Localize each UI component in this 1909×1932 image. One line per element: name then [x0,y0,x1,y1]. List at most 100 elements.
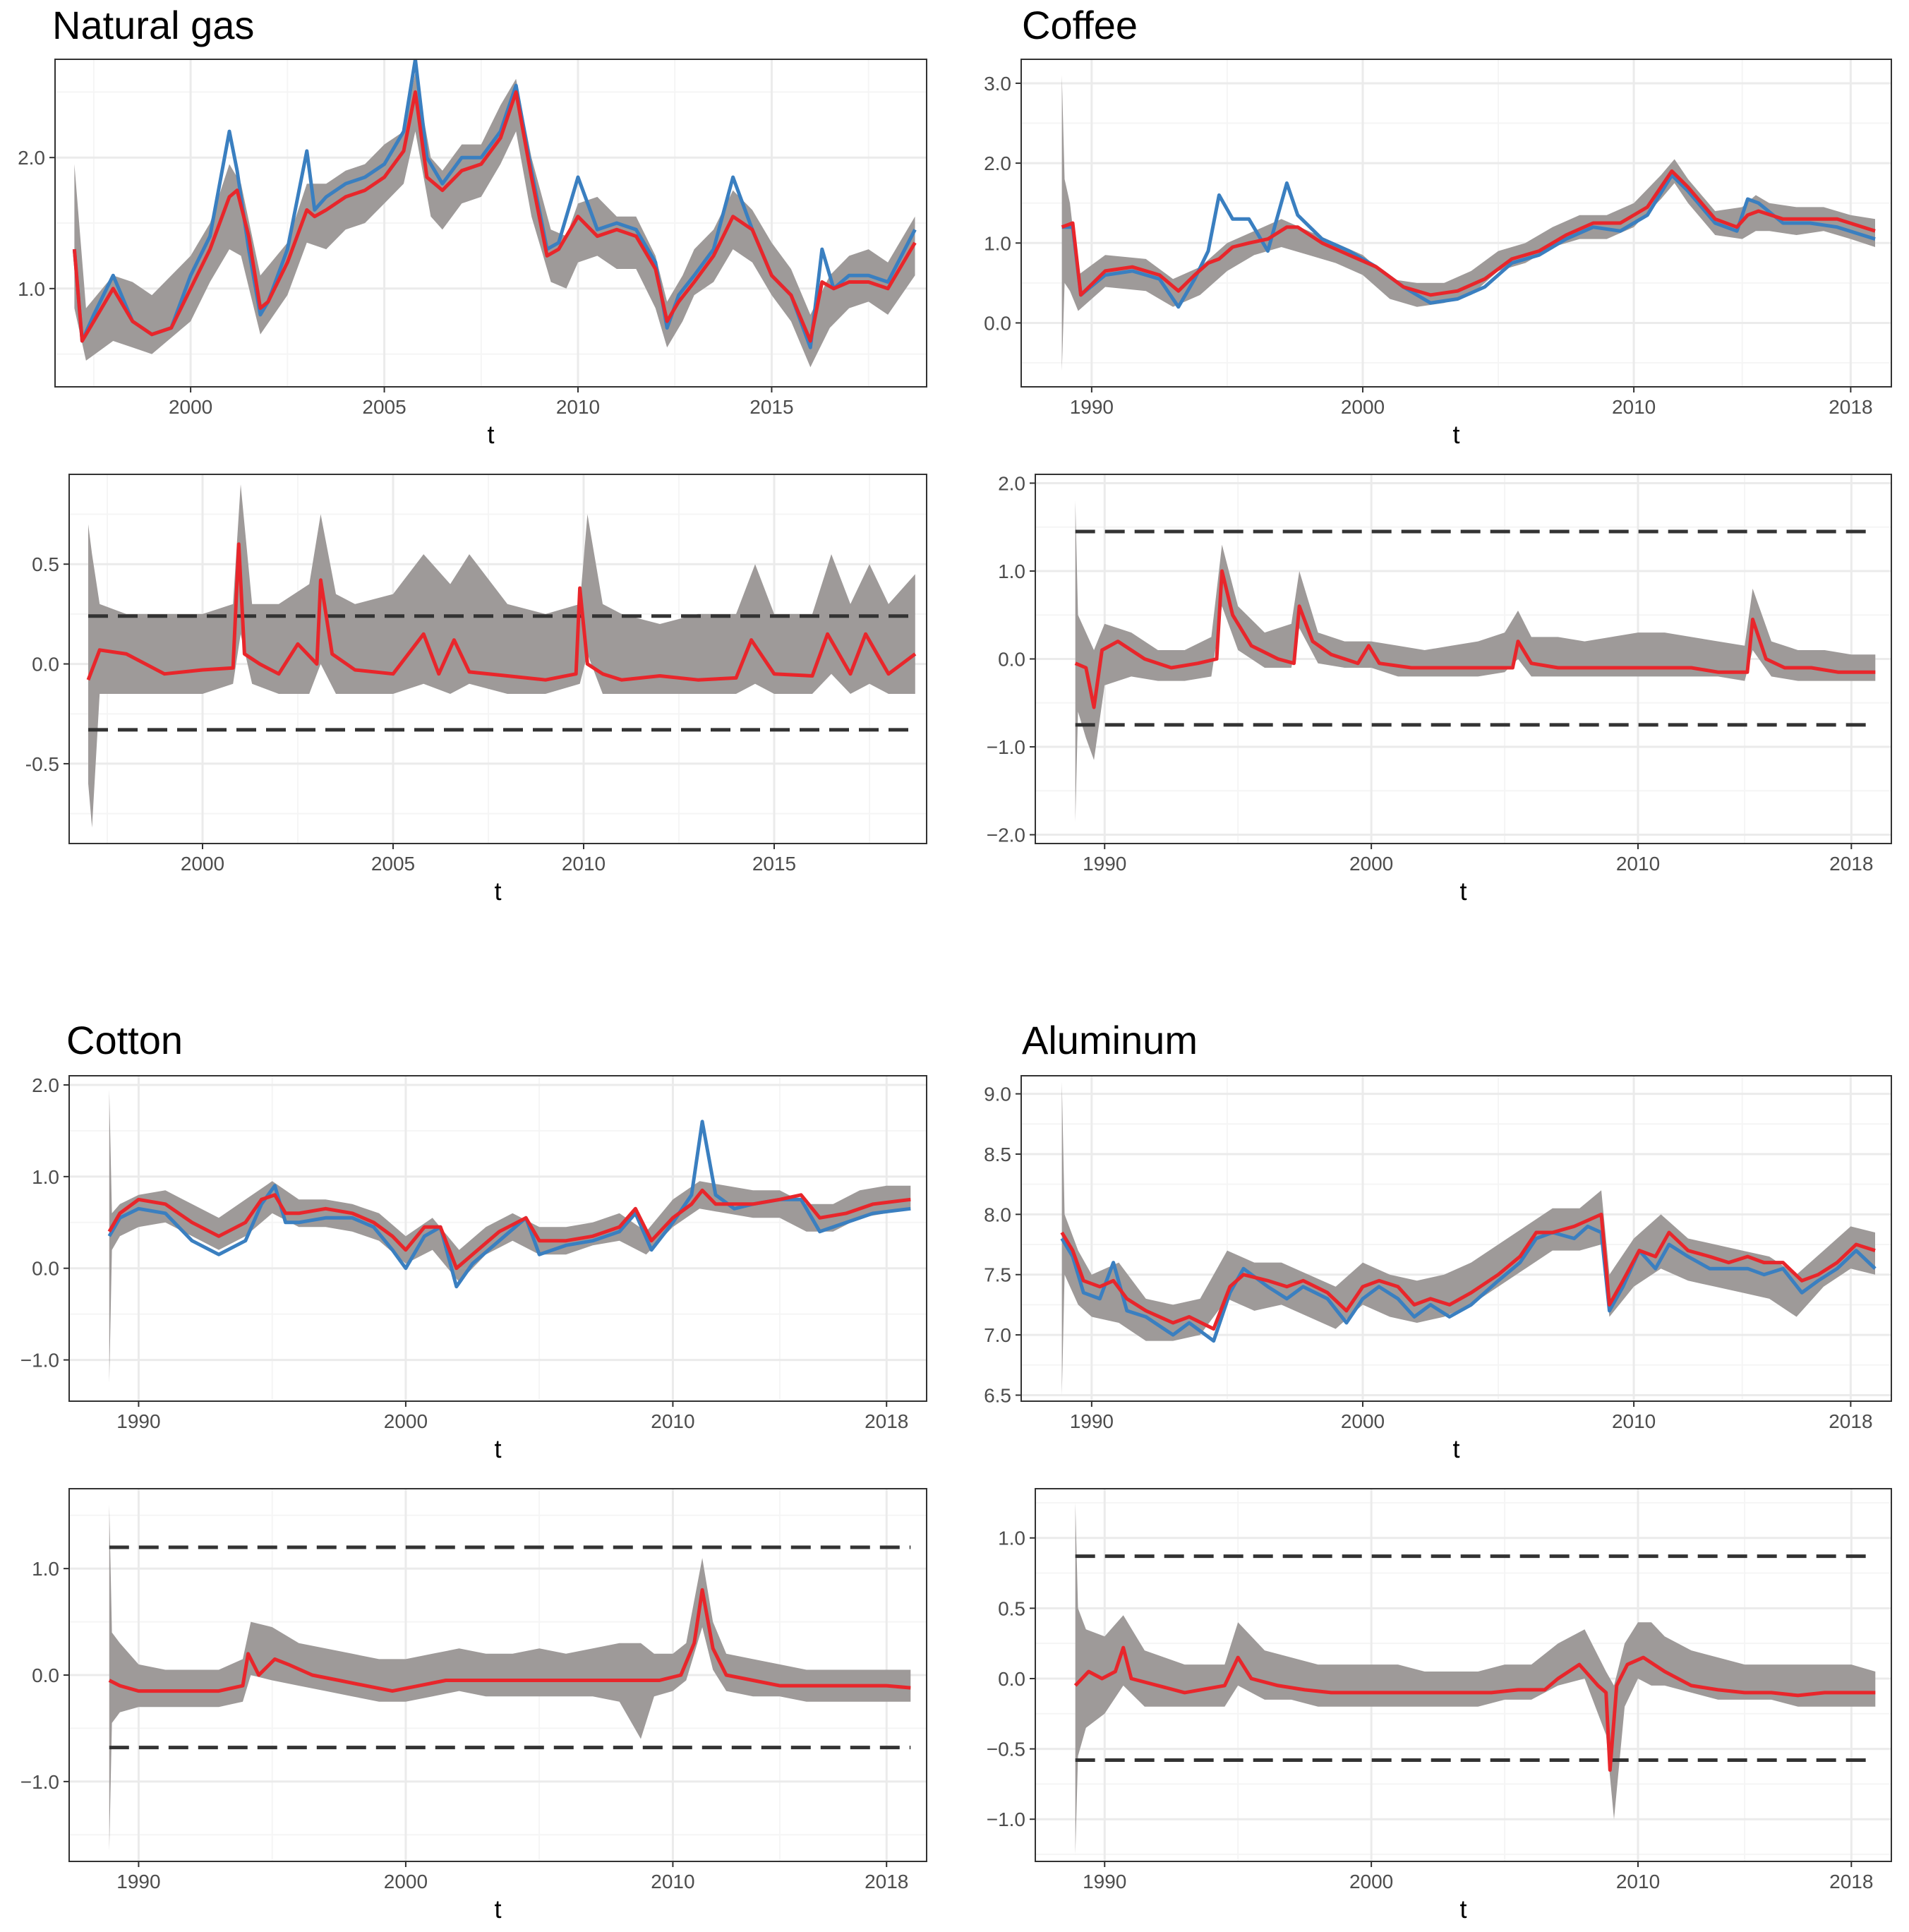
plot-level: 2000 2005 2010 2015 1.0 2.0 t [18,59,927,449]
x-tick-label: 2010 [1612,1410,1656,1432]
y-tick-label: 2.0 [32,1074,59,1096]
panel-title-coffee: Coffee [1022,3,1138,47]
x-axis-label: t [494,1434,501,1463]
panel-natural-gas: Natural gas 2000 2005 2010 2015 1.0 2.0 t 2000 2… [18,3,927,906]
y-tick-label: 0.0 [984,312,1011,334]
plot-content [1060,1081,1877,1396]
panel-cotton: Cotton 1990 2000 2010 2018−1.00.01.02.0t199… [20,1018,927,1924]
y-tick-label: −1.0 [20,1771,59,1793]
y-tick-label: 0.5 [32,553,59,575]
confidence-band [1061,75,1875,371]
x-tick-label: 1990 [1070,396,1114,418]
plot-content [1061,75,1876,371]
plot-level: 1990 2000 2010 2018 0.0 1.0 2.0 3.0 t [984,59,1892,449]
y-tick-label: 1.0 [998,560,1025,582]
x-axis-label: t [494,877,501,906]
plot-background [1021,1076,1891,1401]
panel-coffee: Coffee 1990 2000 2010 20180.01.02.03.0t1990… [984,3,1892,906]
y-tick-label: −1.0 [20,1350,59,1372]
confidence-band [109,1504,911,1851]
y-tick-label: −1.0 [987,1808,1025,1830]
plot-frame [68,474,927,844]
series-line-fitted [86,542,917,682]
series-line-observed [1061,173,1876,309]
y-tick-label: 9.0 [984,1084,1011,1105]
x-tick-label: 2010 [562,853,606,875]
x-tick-label: 1990 [1083,853,1126,875]
x-tick-label: 2018 [1829,1871,1873,1892]
x-tick-label: 2000 [384,1410,428,1432]
x-tick-label: 2000 [1341,1410,1385,1432]
plot-content [86,484,917,828]
confidence-band [88,484,915,828]
panel-aluminum: Aluminum 1990 2000 2010 2018 6.5 7.0 7.5 8.0 8.5… [984,1018,1892,1924]
plot-frame [68,1075,927,1402]
plot-deviation: 1990 2000 2010 2018 −1.0 −0.5 0.0 0.5 1.0 t [987,1488,1892,1924]
x-tick-label: 2005 [362,396,406,418]
x-axis-label: t [1459,877,1467,906]
y-tick-label: 0.0 [32,1258,59,1280]
x-tick-label: 2018 [865,1871,908,1892]
plot-deviation: 1990 2000 2010 2018 −2.0 −1.0 0.0 1.0 2.0 t [987,472,1892,906]
x-axis-label: t [494,1895,501,1924]
x-tick-label: 2010 [651,1871,694,1892]
y-tick-label: 0.5 [998,1597,1025,1619]
x-tick-label: 2010 [1616,1871,1660,1892]
plot-content [108,1504,911,1851]
panel-title-cotton: Cotton [66,1018,183,1062]
y-tick-label: 2.0 [18,147,45,169]
series-line-observed [1060,1224,1877,1343]
y-tick-label: 2.0 [984,152,1011,174]
y-tick-label: −2.0 [987,824,1025,846]
x-tick-label: 1990 [1083,1871,1126,1892]
x-tick-label: 2010 [556,396,600,418]
plot-deviation: 2000 2005 2010 2015 -0.5 0.0 0.5 t [25,474,927,906]
x-tick-label: 2018 [1829,396,1872,418]
y-tick-label: 0.0 [32,654,59,676]
x-tick-label: 2018 [1829,1410,1872,1432]
confidence-band [109,1089,911,1383]
x-tick-label: 2000 [169,396,212,418]
y-tick-label: 1.0 [32,1558,59,1580]
plot-frame [54,59,927,388]
x-tick-label: 2010 [651,1410,694,1432]
panel-title-aluminum: Aluminum [1022,1018,1198,1062]
confidence-band [74,72,915,368]
plot-level: 1990 2000 2010 2018 −1.0 0.0 1.0 2.0 t [20,1074,927,1463]
y-tick-label: 7.0 [984,1324,1011,1346]
plot-deviation: 1990 2000 2010 2018 −1.0 0.0 1.0 t [20,1488,927,1924]
y-tick-label: −0.5 [987,1739,1025,1760]
x-tick-label: 2018 [1829,853,1873,875]
x-tick-label: 2010 [1612,396,1656,418]
plot-frame [1020,59,1892,388]
series-line-fitted [72,90,917,343]
series-line-observed [107,1120,911,1289]
y-tick-label: 6.5 [984,1384,1011,1406]
y-tick-label: −1.0 [987,736,1025,758]
y-tick-label: 7.5 [984,1264,1011,1286]
y-tick-label: 0.0 [998,1668,1025,1690]
plot-content [107,1089,911,1383]
x-tick-label: 1990 [116,1410,160,1432]
plot-content [72,59,917,368]
series-line-fitted [108,1588,911,1693]
x-tick-label: 2018 [865,1410,908,1432]
x-tick-label: 2000 [1349,1871,1393,1892]
x-tick-label: 2000 [1341,396,1385,418]
y-tick-label: 8.0 [984,1204,1011,1225]
y-tick-label: 0.0 [32,1664,59,1686]
x-axis-label: t [1452,1434,1459,1463]
panel-title-natural-gas: Natural gas [52,3,254,47]
y-tick-label: 8.5 [984,1144,1011,1165]
plot-content [1074,500,1876,822]
y-tick-label: 0.0 [998,649,1025,671]
x-axis-label: t [1459,1895,1467,1924]
series-line-fitted [1073,1645,1876,1772]
x-tick-label: 2015 [752,853,796,875]
plot-frame [1020,1075,1892,1402]
y-tick-label: 1.0 [32,1166,59,1188]
y-tick-label: 1.0 [18,278,45,300]
x-tick-label: 2005 [371,853,415,875]
x-tick-label: 2000 [181,853,224,875]
